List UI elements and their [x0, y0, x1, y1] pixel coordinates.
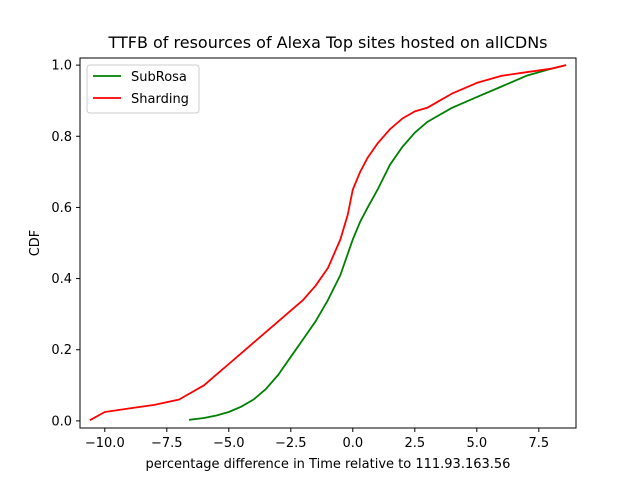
x-tick-label: 5.0 — [466, 436, 487, 451]
x-tick-label: −7.5 — [151, 436, 183, 451]
chart-title: TTFB of resources of Alexa Top sites hos… — [107, 33, 547, 52]
x-axis-ticks: −10.0 −7.5 −5.0 −2.5 0.0 2.5 5.0 7.5 — [85, 428, 549, 451]
series-line-subrosa — [188, 64, 567, 421]
y-tick-label: 0.4 — [51, 272, 72, 287]
y-axis-ticks: 0.0 0.2 0.4 0.6 0.8 1.0 — [51, 59, 80, 429]
x-axis-title: percentage difference in Time relative t… — [146, 457, 511, 472]
x-tick-label: 2.5 — [404, 436, 425, 451]
y-tick-label: 0.8 — [51, 130, 72, 145]
axes-frame — [79, 57, 577, 429]
x-tick-label: 0.0 — [342, 436, 363, 451]
y-tick-label: 0.0 — [51, 414, 72, 429]
legend-label-subrosa: SubRosa — [131, 70, 187, 85]
y-tick-label: 0.2 — [51, 343, 72, 358]
x-tick-label: −2.5 — [275, 436, 307, 451]
legend-label-sharding: Sharding — [131, 92, 189, 107]
x-tick-label: −10.0 — [85, 436, 125, 451]
x-tick-label: −5.0 — [213, 436, 245, 451]
series-line-sharding — [89, 64, 567, 421]
x-tick-label: 7.5 — [528, 436, 549, 451]
y-tick-label: 0.6 — [51, 201, 72, 216]
legend: SubRosa Sharding — [86, 64, 200, 114]
plot-area — [89, 64, 567, 421]
legend-box — [86, 64, 200, 114]
y-tick-label: 1.0 — [51, 59, 72, 74]
y-axis-title: CDF — [28, 230, 43, 257]
